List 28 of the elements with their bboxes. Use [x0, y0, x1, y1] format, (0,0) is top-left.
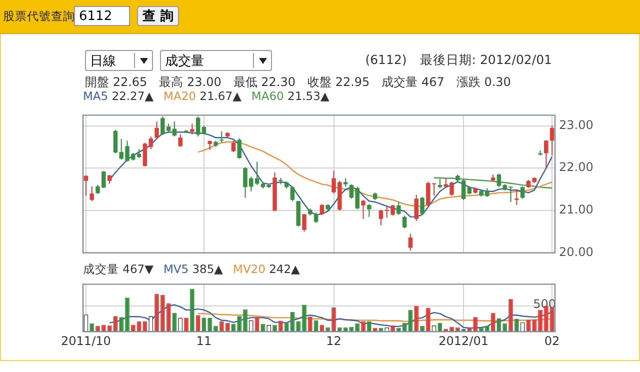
series-label: 成交量 [83, 262, 119, 276]
text: MA5 [83, 89, 108, 103]
x-tick-label: 2012/01 [438, 334, 488, 348]
chart-subtitle: 開盤 22.65 最高 23.00 最低 22.30 收盤 22.95 成交量 467 漲跌 0.30 [85, 74, 511, 91]
text: MV5 [163, 262, 189, 276]
text: 股票代號查詢 [3, 9, 75, 24]
text: MA60 [251, 89, 284, 103]
chart-title: (6112) 最後日期: 2012/02/01 [365, 52, 552, 69]
text: 成交量 [165, 52, 204, 70]
x-tick-label: 12 [326, 334, 342, 348]
text: 21.67▲ [200, 89, 242, 103]
x-tick-label: 2011/10 [61, 334, 111, 348]
x-tick-label: 11 [196, 334, 212, 348]
text: 日線 [90, 52, 116, 70]
x-tick-label: 02 [544, 334, 560, 348]
text: MA20 [164, 89, 196, 103]
y-tick-label: 21.00 [559, 202, 594, 217]
text: 242▲ [269, 262, 300, 276]
y-tick-label: 23.00 [559, 118, 594, 132]
text: MV20 [233, 262, 266, 276]
text: 467▼ [122, 262, 154, 276]
text: 查 詢 [137, 6, 179, 26]
text: 22.27▲ [112, 89, 154, 103]
text: 21.53▲ [288, 89, 330, 103]
text: 6112 [74, 6, 130, 26]
y-tick-label: 20.00 [559, 244, 594, 259]
y-tick-label: 22.00 [559, 160, 594, 174]
text: 385▲ [192, 262, 224, 276]
